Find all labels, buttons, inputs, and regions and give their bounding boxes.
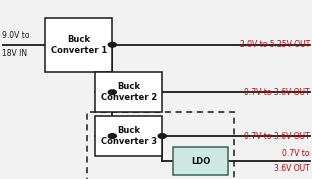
Text: Buck
Converter 2: Buck Converter 2 — [100, 82, 157, 102]
Circle shape — [108, 42, 116, 47]
Text: 3.6V OUT: 3.6V OUT — [274, 164, 310, 173]
Text: 0.7V to: 0.7V to — [282, 149, 310, 158]
Text: 0.7V to 3.6V OUT: 0.7V to 3.6V OUT — [244, 88, 310, 97]
Text: Buck
Converter 1: Buck Converter 1 — [51, 35, 107, 55]
Text: 9.0V to: 9.0V to — [2, 31, 29, 40]
Bar — [173, 147, 228, 175]
Bar — [95, 72, 162, 112]
Circle shape — [108, 134, 116, 138]
Bar — [45, 18, 112, 72]
Bar — [87, 112, 234, 179]
Text: 18V IN: 18V IN — [2, 49, 27, 58]
Bar — [95, 116, 162, 156]
Text: Buck
Converter 3: Buck Converter 3 — [101, 126, 157, 146]
Text: 2.0V to 5.25V OUT: 2.0V to 5.25V OUT — [240, 40, 310, 49]
Text: LDO: LDO — [191, 157, 210, 166]
Circle shape — [108, 90, 116, 95]
Text: 0.7V to 3.6V OUT: 0.7V to 3.6V OUT — [244, 132, 310, 141]
Circle shape — [158, 134, 166, 138]
